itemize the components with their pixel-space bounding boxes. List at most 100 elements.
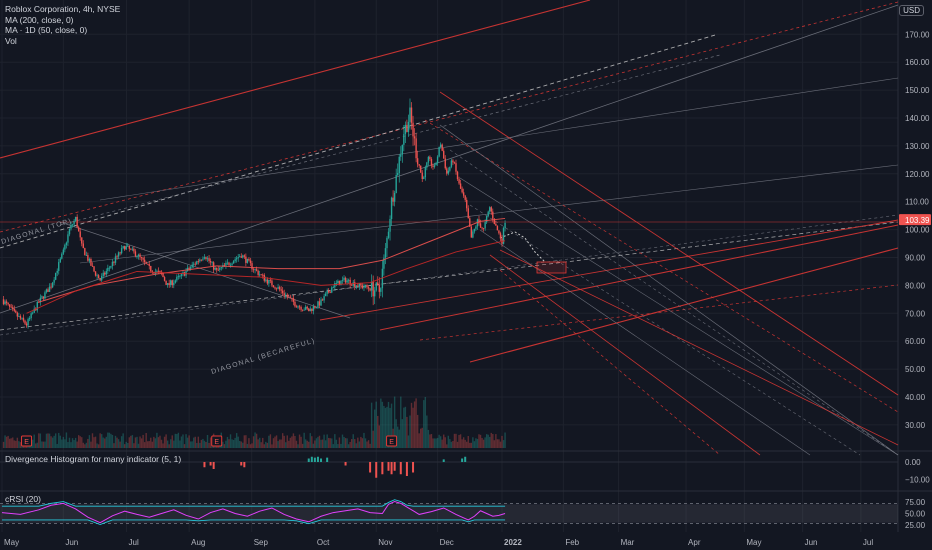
candle-body — [254, 269, 256, 271]
volume-bar — [203, 440, 206, 448]
volume-bar — [295, 440, 298, 448]
candle-body — [70, 225, 72, 229]
candle-body — [137, 254, 140, 257]
candle-body — [401, 144, 404, 155]
trend-line-gray-dashed — [0, 214, 899, 336]
candle-body — [139, 254, 141, 258]
volume-bar — [413, 401, 416, 448]
volume-bar — [485, 434, 488, 448]
candle-body — [340, 280, 342, 286]
volume-bar — [134, 437, 137, 448]
candle-body — [36, 301, 38, 311]
volume-bar — [461, 439, 463, 448]
candle-body — [409, 107, 411, 122]
volume-bar — [189, 441, 192, 448]
candle-body — [439, 144, 442, 148]
candle-body — [116, 256, 118, 258]
volume-bar — [251, 443, 253, 448]
volume-bar — [275, 435, 278, 448]
candle-body — [64, 244, 66, 250]
volume-bar — [377, 415, 379, 448]
candle-body — [90, 259, 92, 266]
volume-bar — [292, 433, 295, 448]
volume-bar — [163, 436, 166, 448]
candle-body — [7, 303, 9, 305]
volume-bar — [285, 442, 287, 448]
volume-bar — [383, 405, 385, 448]
volume-bar — [102, 437, 104, 448]
candle-body — [38, 301, 40, 303]
candle-body — [25, 323, 28, 326]
volume-bar — [232, 439, 235, 448]
candle-body — [44, 292, 46, 299]
candle-body — [314, 306, 316, 308]
candles — [2, 98, 506, 329]
price-tick-label: 110.00 — [905, 198, 929, 207]
volume-bar — [136, 436, 138, 448]
volume-bar — [13, 440, 15, 448]
currency-badge[interactable]: USD — [899, 5, 924, 16]
candle-body — [21, 317, 23, 319]
candle-body — [100, 276, 103, 281]
earnings-marker-label: E — [214, 439, 219, 446]
volume-bar — [159, 435, 161, 448]
candle-body — [211, 262, 213, 264]
volume-bar — [400, 396, 402, 448]
candle-body — [318, 301, 321, 306]
volume-bar — [196, 442, 198, 448]
volume-bar — [239, 440, 241, 448]
candle-body — [378, 284, 381, 292]
volume-bar — [406, 416, 408, 448]
candle-body — [124, 246, 126, 250]
candle-body — [196, 261, 198, 265]
candle-body — [71, 224, 74, 226]
candle-body — [327, 290, 330, 293]
candle-body — [216, 267, 218, 270]
volume-bar — [435, 438, 437, 448]
volume-bar — [364, 438, 367, 448]
volume-bar — [197, 436, 200, 448]
candle-body — [142, 258, 144, 260]
volume-bar — [444, 437, 446, 448]
histogram-bar — [316, 456, 319, 462]
volume-bar — [469, 442, 471, 448]
histogram-bar — [320, 458, 323, 462]
volume-bar — [398, 429, 400, 448]
volume-bar — [263, 444, 265, 448]
volume-bar — [222, 441, 224, 448]
price-tick-label: 170.00 — [905, 30, 930, 39]
volume-bar — [56, 443, 58, 448]
candle-body — [82, 243, 84, 249]
volume-bar — [257, 439, 259, 448]
volume-bar — [268, 435, 270, 448]
volume-bar — [186, 437, 189, 448]
volume-bar — [271, 444, 273, 448]
candle-body — [168, 283, 170, 285]
earnings-marker — [386, 435, 398, 447]
volume-bar — [151, 441, 154, 448]
histogram-bar — [310, 456, 313, 462]
candle-body — [61, 253, 63, 259]
histogram-bar — [387, 462, 390, 471]
volume-bar — [205, 442, 207, 448]
volume-bar — [206, 434, 209, 448]
volume-bar — [289, 437, 292, 448]
candle-body — [19, 316, 22, 319]
candle-body — [375, 282, 377, 291]
candle-body — [390, 197, 393, 219]
candle-body — [232, 261, 235, 264]
volume-bar — [427, 429, 430, 448]
volume-bar — [404, 406, 407, 448]
volume-bar — [180, 436, 183, 448]
volume-bar — [193, 437, 195, 448]
volume-bar — [61, 439, 63, 448]
candle-body — [291, 297, 293, 299]
candle-body — [226, 262, 229, 264]
volume-bar — [409, 415, 411, 448]
candle-body — [47, 289, 49, 292]
volume-bar — [183, 444, 186, 448]
candle-body — [473, 228, 476, 232]
price-tick-label: 60.00 — [905, 337, 926, 346]
candle-body — [217, 269, 219, 271]
